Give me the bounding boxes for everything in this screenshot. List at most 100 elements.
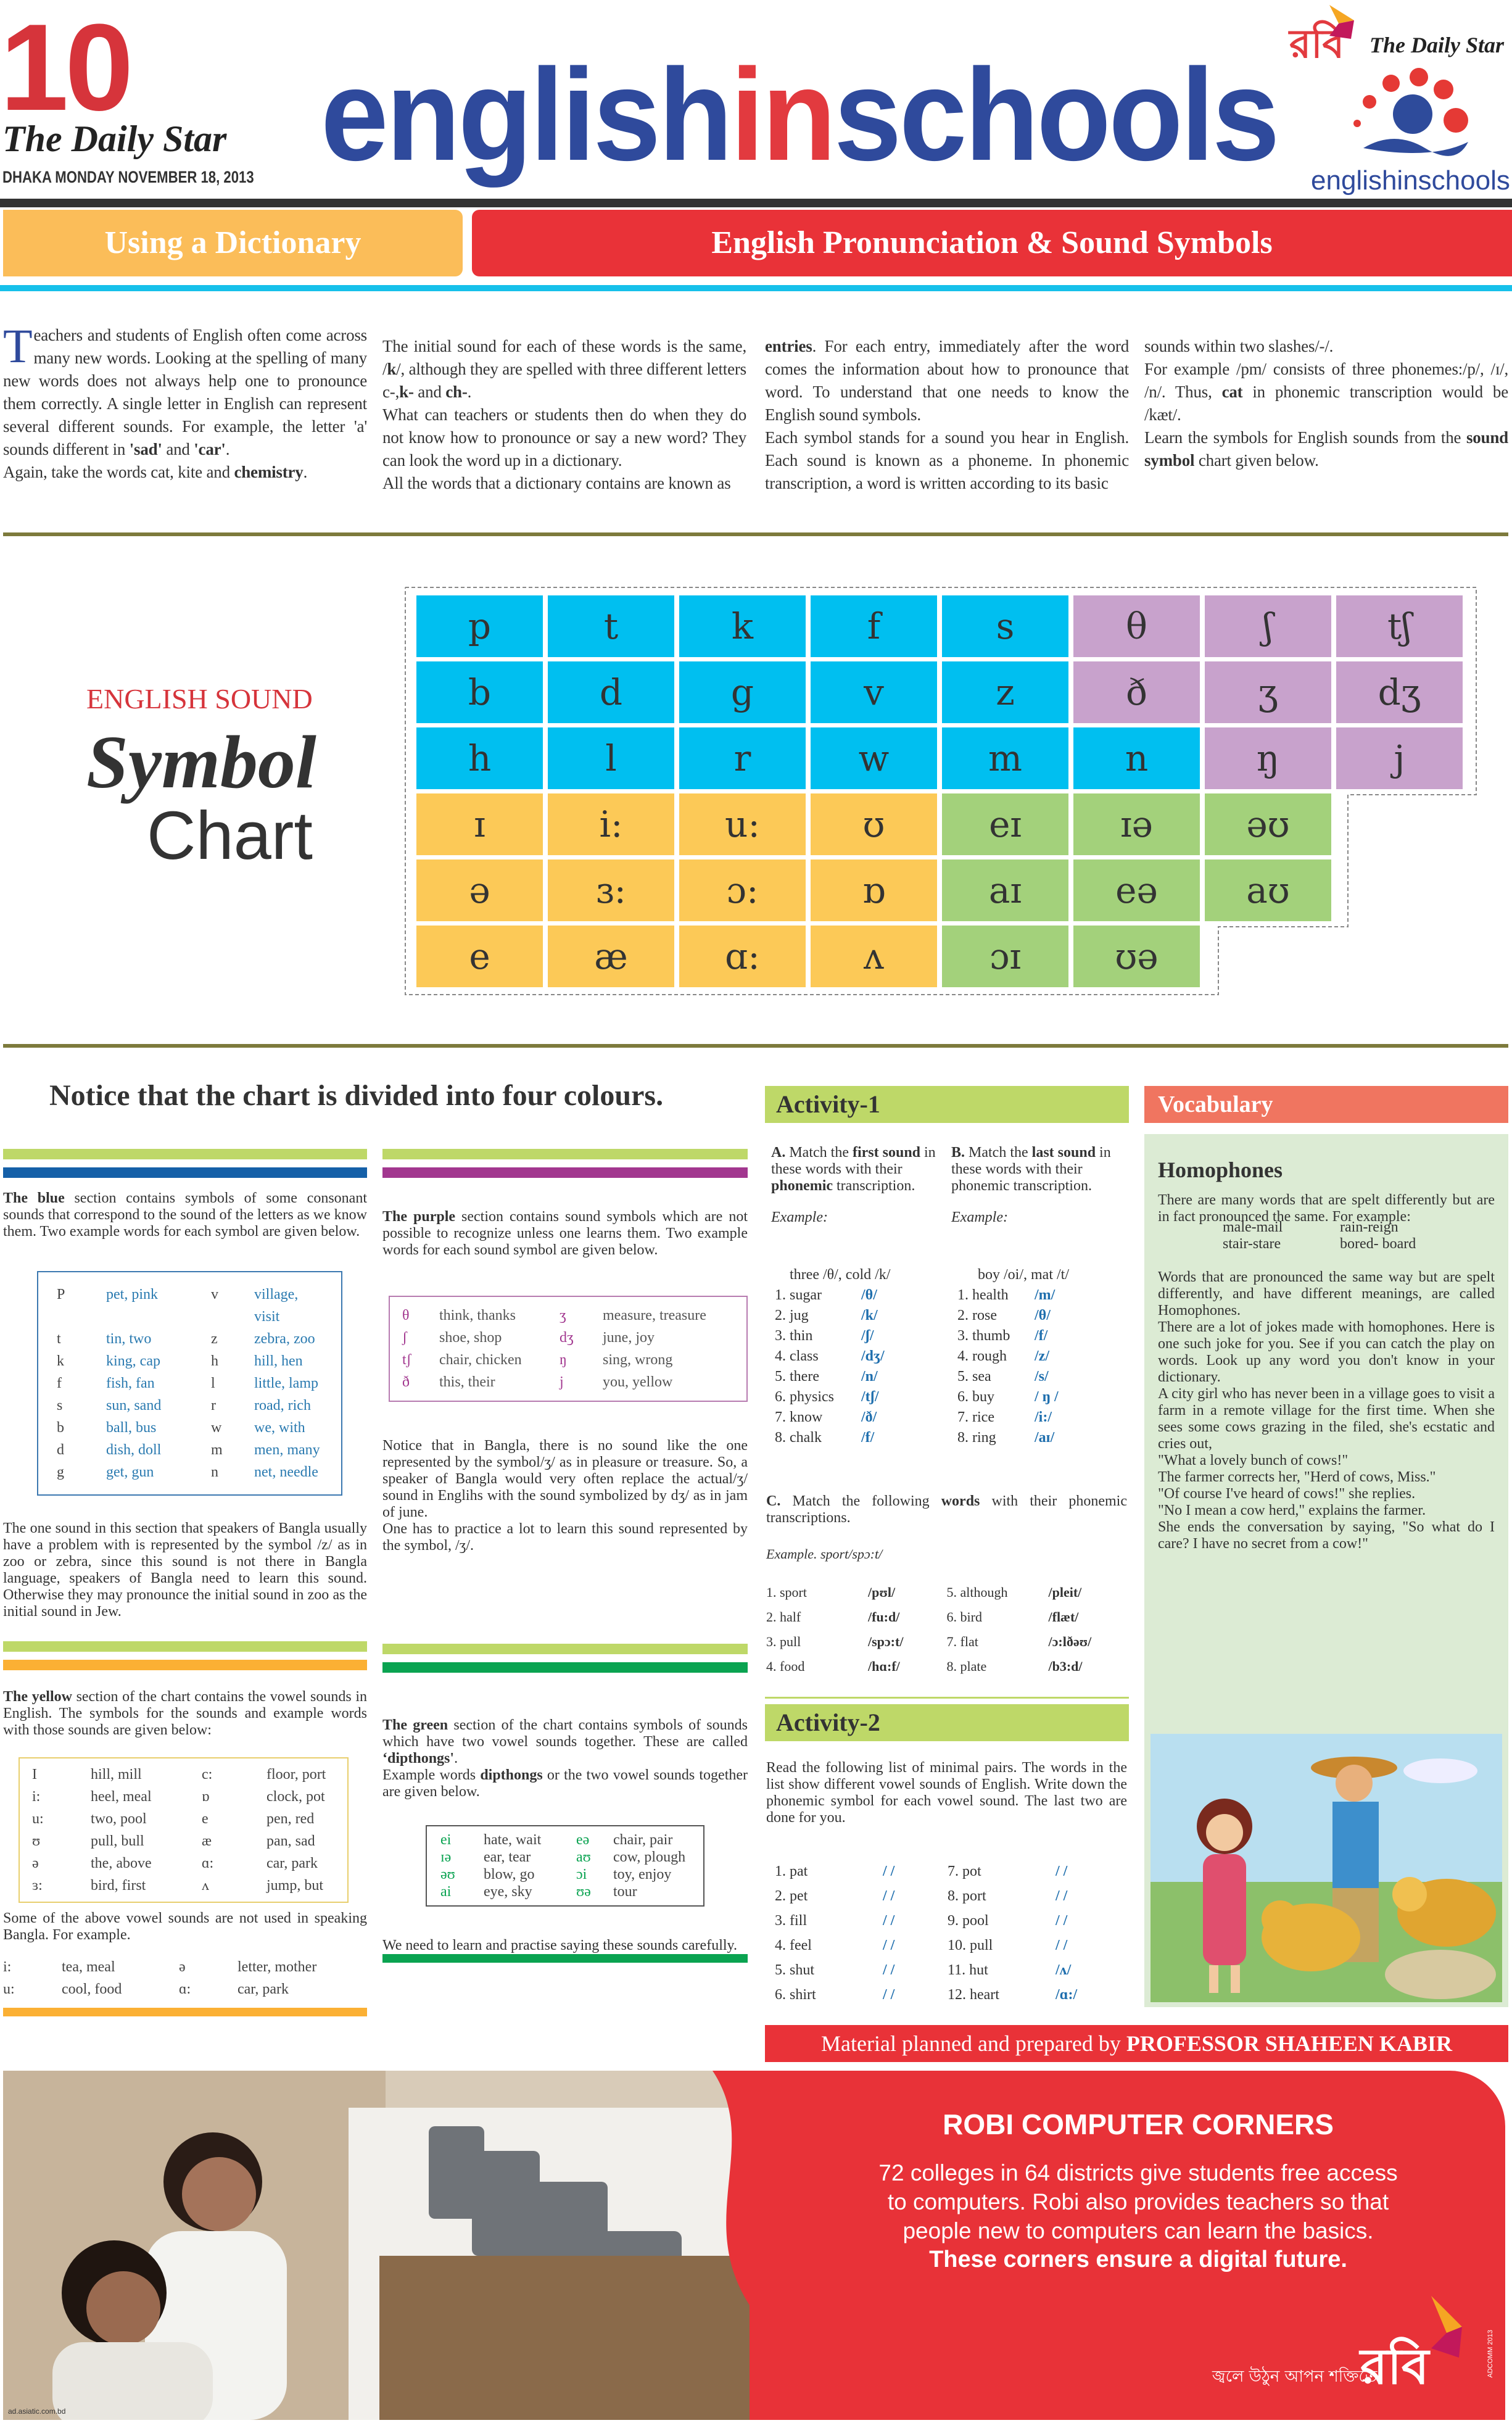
example-label: Example: (951, 1209, 1008, 1225)
sound-symbol: f (57, 1375, 62, 1391)
bold-text: words (941, 1493, 980, 1509)
sound-symbol: ei (440, 1832, 452, 1848)
vocab-paragraph: A city girl who has never been in a vill… (1158, 1386, 1495, 1452)
answer-blank: / / (1056, 1863, 1068, 1879)
bold-text: k (387, 360, 397, 378)
item-word: 6. buy (957, 1389, 994, 1405)
ad-body-line: to computers. Robi also provides teacher… (887, 2189, 1389, 2214)
symbol-cell-yellow: ɒ (811, 859, 937, 921)
symbol-cell-purple: θ (1073, 595, 1200, 657)
symbol-cell-yellow: u: (679, 793, 806, 855)
symbol-cell-blue: l (548, 727, 674, 789)
color-bar-purple (382, 1167, 748, 1178)
text-run: sounds within two slashes/-/. (1144, 337, 1334, 355)
blue-section-intro: The blue section contains symbols of som… (3, 1190, 367, 1240)
example-words: we, with (254, 1420, 305, 1436)
symbol-cell-purple: tʃ (1336, 595, 1463, 657)
item-transcription: /ɔ:lðəʊ/ (1048, 1634, 1092, 1649)
example-words: hill, hen (254, 1353, 303, 1369)
list-item: 8. ring/aɪ/ (957, 1428, 1130, 1448)
green-section-intro: The green section of the chart contains … (382, 1717, 748, 1767)
divider (765, 1697, 1129, 1699)
sound-symbol: aʊ (576, 1849, 591, 1865)
item-word: 10. pull (948, 1937, 993, 1953)
sound-symbol: ʊə (576, 1884, 591, 1900)
text-run: One has to practice a lot to learn this … (382, 1521, 748, 1554)
purple-section-note: Notice that in Bangla, there is no sound… (382, 1438, 748, 1521)
table-row: əʊ blow, go ɔi toy, enjoy (440, 1866, 690, 1883)
symbol-cell-green: eə (1073, 859, 1200, 921)
item-transcription: /f/ (861, 1430, 875, 1446)
example-words: bird, first (91, 1878, 146, 1894)
yellow-section: The yellow section of the chart contains… (3, 1641, 367, 2016)
text-run: in these words with their phonemic trans… (951, 1145, 1111, 1194)
example-words: letter, mother (238, 1959, 317, 1975)
color-bar-yellow (3, 1660, 367, 1670)
example-words: ball, bus (106, 1420, 157, 1436)
robi-mark-icon (1431, 2296, 1462, 2358)
green-section-intro: Example words dipthongs or the two vowel… (382, 1767, 748, 1800)
masthead-schools: schools (833, 41, 1280, 188)
sound-symbol: u: (3, 1981, 15, 1997)
sound-symbol: s (57, 1398, 63, 1414)
item-transcription: /ð/ (861, 1409, 877, 1425)
drop-cap: T (3, 319, 33, 373)
example-words: jump, but (266, 1878, 324, 1894)
green-section-note: We need to learn and practise saying the… (382, 1937, 748, 1954)
table-row: f fish, fan l little, lamp (57, 1372, 323, 1394)
symbol-cell-purple: dʒ (1336, 661, 1463, 723)
color-bar-green (382, 1954, 748, 1963)
symbol-cell-blue: w (811, 727, 937, 789)
item-transcription: /n/ (861, 1369, 878, 1385)
example-words: you, yellow (603, 1374, 673, 1390)
activity-1-header: Activity-1 (765, 1086, 1129, 1123)
bold-text: first sound (852, 1145, 921, 1161)
intro-paragraph: eachers and students of English often co… (3, 324, 367, 461)
list-item: 6. buy / ŋ / (957, 1387, 1130, 1407)
sound-symbol: ɪə (440, 1849, 452, 1865)
chart-label-english-sound: ENGLISH SOUND (86, 683, 313, 714)
list-item: 9. pool / / (948, 1913, 1120, 1937)
list-item: 1. pat / / (775, 1863, 948, 1888)
masthead-english: english (321, 41, 733, 188)
chart-label-chart: Chart (147, 798, 313, 874)
item-word: 6. shirt (775, 1987, 816, 2003)
text-run: transcription. (833, 1178, 915, 1194)
text-run: Match the following (780, 1493, 941, 1509)
text-run: section contains sound symbols which are… (382, 1209, 748, 1258)
section-rule (3, 532, 1508, 536)
example-words: cool, food (62, 1981, 122, 1997)
vocabulary-header: Vocabulary (1144, 1086, 1508, 1123)
text-run: section of the chart contains the vowel … (3, 1689, 368, 1738)
englishinschools-emblem-icon (1353, 68, 1468, 156)
page-number: 10 (0, 0, 133, 136)
photo-credit: ad.asiatic.com.bd (8, 2407, 66, 2416)
example-words: dish, doll (106, 1442, 162, 1458)
masthead-divider (0, 199, 1512, 207)
sound-symbol: dʒ (560, 1330, 574, 1346)
item-word: 1. sugar (775, 1287, 822, 1303)
symbol-cell-blue: f (811, 595, 937, 657)
intro-paragraph: Each symbol stands for a sound you hear … (765, 426, 1129, 495)
list-item: 2. half/fu:d/ (766, 1609, 947, 1634)
text-run: /, although they are spelled with three … (382, 360, 746, 401)
symbol-cell-green: ɪə (1073, 793, 1200, 855)
symbol-cell-yellow: e (416, 926, 543, 987)
activity-1-b-instruction: B. Match the last sound in these words w… (951, 1145, 1124, 1195)
vocab-paragraph: There are many words that are spelt diff… (1158, 1192, 1495, 1225)
example-words: pan, sad (266, 1833, 315, 1849)
masthead-in: in (730, 41, 837, 188)
text-run: in these words with their (771, 1145, 936, 1177)
text-run: eachers and students of English often co… (3, 326, 367, 458)
example-words: this, their (439, 1374, 495, 1390)
color-bar (382, 1644, 748, 1654)
robi-mark-icon (1329, 5, 1354, 39)
green-examples-table: ei hate, wait eə chair, pair ɪə ear, tear aʊ co… (426, 1825, 704, 1907)
list-item: 12. heart/ɑ:/ (948, 1987, 1120, 2011)
answer-blank: / / (1056, 1888, 1068, 1904)
green-section: The green section of the chart contains … (382, 1644, 748, 1963)
example-words: fish, fan (106, 1375, 155, 1391)
example-words: two, pool (91, 1811, 147, 1827)
item-word: 3. fill (775, 1913, 807, 1929)
example-words: pull, bull (91, 1833, 144, 1849)
